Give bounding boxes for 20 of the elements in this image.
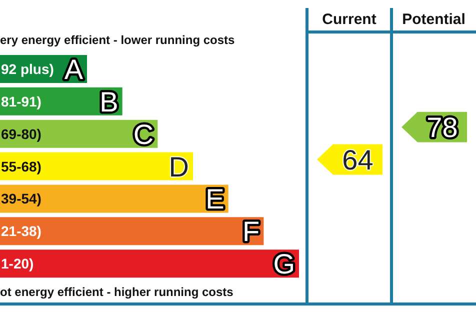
text: A: [64, 54, 83, 85]
text: ery energy efficient - lower running costs: [0, 33, 236, 47]
text: Current: [322, 11, 376, 28]
text: C: [133, 118, 154, 150]
data-label: 78: [426, 112, 458, 144]
text: ot energy efficient - higher running costs: [0, 285, 234, 299]
text: F: [242, 216, 260, 248]
text: Potential: [402, 11, 466, 28]
category-label: 39-54): [1, 190, 42, 207]
category-label: 69-80): [1, 126, 42, 142]
text: D: [168, 151, 189, 182]
category-label: 1-20): [1, 256, 34, 272]
category-label: 81-91): [1, 93, 42, 110]
text: G: [273, 248, 295, 280]
text: E: [206, 184, 224, 215]
data-label: 64: [342, 144, 374, 176]
text: B: [100, 86, 118, 118]
category-label: 92 plus): [1, 61, 54, 77]
category-label: 55-68): [1, 158, 42, 174]
category-label: 21-38): [1, 223, 42, 240]
